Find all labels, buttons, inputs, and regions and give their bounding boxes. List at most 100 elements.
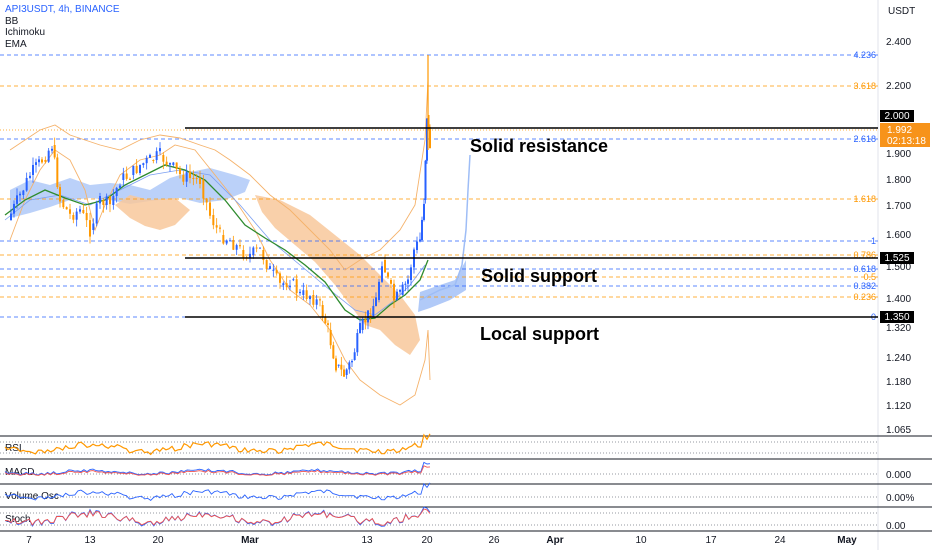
price-label-1350-bg [880,311,914,323]
indicator-panes: RSI MACD Volume Osc Stoch 0.000 0.00% 0.… [0,433,932,532]
price-tick: 1.240 [886,353,911,364]
candle-body [179,168,181,175]
date-tick: 20 [421,535,433,546]
candle-body [419,239,421,242]
candle-body [359,323,361,334]
candle-body [343,369,345,377]
candle-body [72,215,75,220]
indicator-ichimoku[interactable]: Ichimoku [5,27,46,38]
candle-body [229,240,231,242]
candle-body [348,362,351,370]
price-label-1525: 1.525 [884,253,909,264]
rsi-line [4,433,431,456]
price-label-2000: 2.000 [884,111,909,122]
candle-body [282,283,285,285]
date-axis[interactable]: 7 13 20 Mar 13 20 26 Apr 10 17 24 May [26,535,857,546]
stoch-d-line [4,508,431,526]
pane-tick-macd: 0.000 [886,470,911,481]
candle-body [384,260,386,273]
candle-body [185,171,188,182]
candle-body [295,279,298,294]
candle-body [390,280,392,284]
candle-body [149,154,151,158]
indicator-ema[interactable]: EMA [5,38,27,50]
candle-body [182,175,185,182]
candle-body [92,223,95,230]
candle-body [65,207,68,210]
candle-body [327,323,329,325]
candle-body [351,360,353,363]
candle-body [145,157,148,164]
candle-body [332,345,335,359]
fib-label: 0.236 [853,292,876,302]
price-tick: 1.900 [886,149,911,160]
pane-tick-volume: 0.00% [886,493,914,504]
candle-body [212,215,215,226]
candle-body [232,240,235,250]
candle-body [195,178,198,180]
candle-body [424,160,427,200]
candle-body [309,296,311,300]
candle-body [375,297,377,306]
date-tick: 17 [705,535,717,546]
candle-body [205,198,208,203]
candle-body [199,178,201,185]
ema-line [4,164,429,321]
candle-body [209,202,211,216]
candle-body [125,173,128,179]
candle-body [85,212,88,221]
candle-body [329,330,332,346]
candle-body [59,187,61,202]
price-tick: 1.800 [886,175,911,186]
candle-body [53,145,56,158]
candle-body [255,247,258,249]
candle-body [399,290,401,292]
candle-body [139,164,141,173]
candle-body [364,319,367,323]
price-axis[interactable] [878,0,932,550]
candle-body [41,159,43,163]
candle-body [10,213,12,220]
candle-body [35,162,37,165]
candle-body [165,161,168,165]
macd-line [4,461,431,476]
date-tick: 26 [488,535,500,546]
candle-body [32,164,34,175]
candle-body [105,196,108,205]
candle-body [335,358,337,371]
candle-body [38,159,40,163]
pane-rsi: RSI [5,443,22,454]
candle-body [404,283,407,285]
candle-body [189,171,191,178]
candle-body [56,157,59,188]
candle-body [337,364,340,366]
candle-body [356,333,359,353]
pane-volume-osc: Volume Osc [5,491,59,502]
candle-body [62,200,65,208]
indicator-bb[interactable]: BB [5,15,19,27]
last-price-bg [880,123,930,147]
candle-body [29,175,31,178]
symbol-title[interactable]: API3USDT, 4h, BINANCE [5,4,120,15]
candle-body [159,148,161,152]
candle-body [129,178,131,180]
axis-unit: USDT [888,6,915,17]
fib-label: 0.5 [863,272,876,282]
candle-body [202,180,205,199]
price-tick: 1.600 [886,230,911,241]
fib-label: 0.786 [853,250,876,260]
price-tick: 1.500 [886,262,911,273]
fib-label: 1 [871,236,876,246]
candle-body [75,211,78,220]
ichimoku-base-line [4,169,426,316]
candle-body [305,290,308,300]
candle-body [44,160,47,162]
candle-body [222,235,225,244]
candle-body [242,250,245,258]
candle-body [235,245,238,250]
date-tick: 13 [84,535,96,546]
fib-label: 4.236 [853,50,876,60]
date-tick: Mar [241,535,259,546]
candle-body [315,299,318,305]
